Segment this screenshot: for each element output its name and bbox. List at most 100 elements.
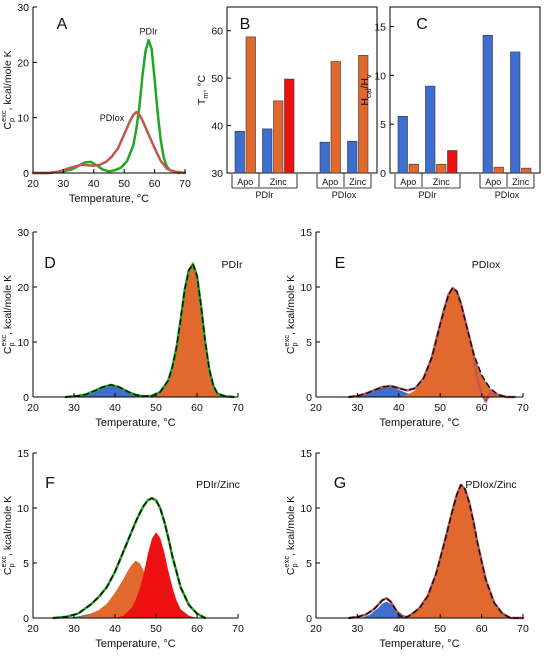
- y-tick-label: 10: [300, 503, 312, 515]
- y-axis-label-main: T: [196, 98, 208, 105]
- bar-PDIr-Apo-0: [397, 116, 408, 174]
- x-tick-label: 60: [191, 402, 203, 414]
- y-axis-label-rest: , kcal/mole K: [2, 496, 14, 556]
- bar-PDIox-Apo-1: [493, 166, 504, 174]
- y-tick-label: 20: [17, 282, 29, 294]
- x-tick-label: 60: [191, 623, 203, 635]
- y-axis-label-sub: p: [290, 342, 299, 346]
- x-tick-label: 60: [476, 623, 488, 635]
- y-axis-label-rest: , kcal/mole K: [285, 496, 297, 556]
- plot-frame: [389, 6, 541, 174]
- y-tick-label: 50: [211, 73, 223, 85]
- area-orange-1: [398, 288, 507, 397]
- x-tick-label: 50: [118, 178, 130, 190]
- panel-D: 20 30 40 50 60 70 0 10 20 30 Temperature, °C Cpexc,…: [0, 227, 244, 429]
- bar-PDIr-Apo-1: [408, 163, 419, 174]
- y-axis-label-rest: , kcal/mole K: [2, 50, 14, 110]
- bar-PDIr-Apo-1: [245, 36, 256, 174]
- y-tick-label: 0: [23, 613, 29, 625]
- y-axis-label-sup: exc: [0, 556, 8, 568]
- y-axis-label: Cpexc, kcal/mole K: [0, 50, 16, 129]
- group-label: PDIr: [256, 190, 274, 200]
- y-tick-label: 15: [300, 448, 312, 460]
- y-axis-label-main: C: [285, 346, 297, 354]
- x-tick-label: 40: [109, 402, 121, 414]
- y-tick-label: 10: [374, 70, 386, 82]
- x-axis-label: Temperature, °C: [379, 638, 459, 650]
- subgroup-label: Apo: [485, 177, 501, 187]
- group-label: PDIox: [495, 190, 520, 200]
- x-tick-label: 30: [58, 178, 70, 190]
- y-axis-label: Cpexc, kcal/mole K: [0, 275, 16, 354]
- y-tick-label: 30: [17, 227, 29, 239]
- y-axis-label-sub: p: [7, 342, 16, 346]
- y-axis-label-rest: , kcal/mole K: [2, 275, 14, 335]
- y-axis-label-main: C: [2, 346, 14, 354]
- x-tick-label: 50: [150, 623, 162, 635]
- group-label: PDIr: [419, 190, 437, 200]
- area-orange-1: [151, 265, 226, 397]
- panel-label: E: [335, 255, 346, 272]
- x-axis-label: Temperature, °C: [379, 417, 459, 429]
- bar-PDIr-Zinc-1: [436, 163, 447, 174]
- y-axis-label-main: C: [2, 122, 14, 130]
- y-axis-label-sub: m: [201, 93, 210, 99]
- panel-F: 20 30 40 50 60 70 0 5 10 15 Temperature, °C Cpexc, …: [0, 448, 244, 650]
- panel-label: F: [45, 475, 55, 492]
- x-tick-label: 70: [232, 623, 244, 635]
- x-tick-label: 20: [27, 402, 39, 414]
- group-label: PDIox: [332, 190, 357, 200]
- y-axis-label-sub: p: [7, 118, 16, 122]
- y-axis-label: Cpexc, kcal/mole K: [282, 496, 299, 575]
- panel-label: C: [416, 16, 428, 33]
- series-line-black-3: [65, 263, 235, 398]
- y-tick-label: 40: [211, 121, 223, 133]
- bar-PDIox-Zinc-1: [358, 55, 369, 174]
- y-axis-label-mid: /H: [359, 78, 371, 89]
- bar-PDIox-Apo-1: [330, 61, 341, 174]
- plot-frame: [226, 6, 378, 174]
- y-axis-label-rest: , °C: [196, 75, 208, 93]
- x-axis-label: Temperature, °C: [95, 638, 175, 650]
- panel-label: G: [334, 475, 346, 492]
- x-tick-label: 60: [149, 178, 161, 190]
- panel-title: PDIox/Zinc: [465, 479, 516, 491]
- y-axis-label-main: H: [359, 98, 371, 106]
- y-axis-label-sup: exc: [0, 335, 8, 347]
- subgroup-label: Zinc: [349, 177, 367, 187]
- series-line-black-3: [348, 484, 524, 619]
- bar-PDIr-Zinc-1: [273, 100, 284, 174]
- panel-E: 20 30 40 50 60 70 0 5 10 15 Temperature, °C Cpexc, …: [282, 227, 529, 429]
- x-tick-label: 30: [68, 402, 80, 414]
- x-tick-label: 70: [232, 402, 244, 414]
- bar-PDIox-Zinc-0: [510, 51, 521, 174]
- y-axis-label: Tm, °C: [196, 75, 210, 106]
- y-axis-label-sup: exc: [282, 335, 291, 347]
- y-tick-label: 0: [306, 392, 312, 404]
- y-tick-label: 10: [17, 503, 29, 515]
- y-tick-label: 5: [306, 337, 312, 349]
- panel-title: PDIr/Zinc: [196, 479, 240, 491]
- y-axis-label-sub: p: [290, 563, 299, 567]
- y-tick-label: 30: [17, 2, 29, 14]
- x-tick-label: 70: [517, 623, 529, 635]
- x-tick-label: 20: [27, 623, 39, 635]
- y-tick-label: 5: [23, 558, 29, 570]
- x-tick-label: 50: [150, 402, 162, 414]
- y-axis-label-sub: p: [7, 563, 16, 567]
- panel-label: B: [240, 16, 251, 33]
- x-tick-label: 40: [393, 402, 405, 414]
- y-tick-label: 15: [374, 22, 386, 34]
- y-axis-label-main: C: [2, 567, 14, 575]
- y-tick-label: 20: [17, 57, 29, 69]
- y-tick-label: 60: [211, 26, 223, 38]
- y-axis-label: Hcal/Hv: [359, 74, 373, 105]
- x-tick-label: 50: [434, 623, 446, 635]
- x-axis-label: Temperature, °C: [95, 417, 175, 429]
- bar-PDIr-Zinc-0: [425, 85, 436, 174]
- x-tick-label: 20: [310, 402, 322, 414]
- area-orange-1: [402, 486, 511, 618]
- subgroup-label: Apo: [237, 177, 253, 187]
